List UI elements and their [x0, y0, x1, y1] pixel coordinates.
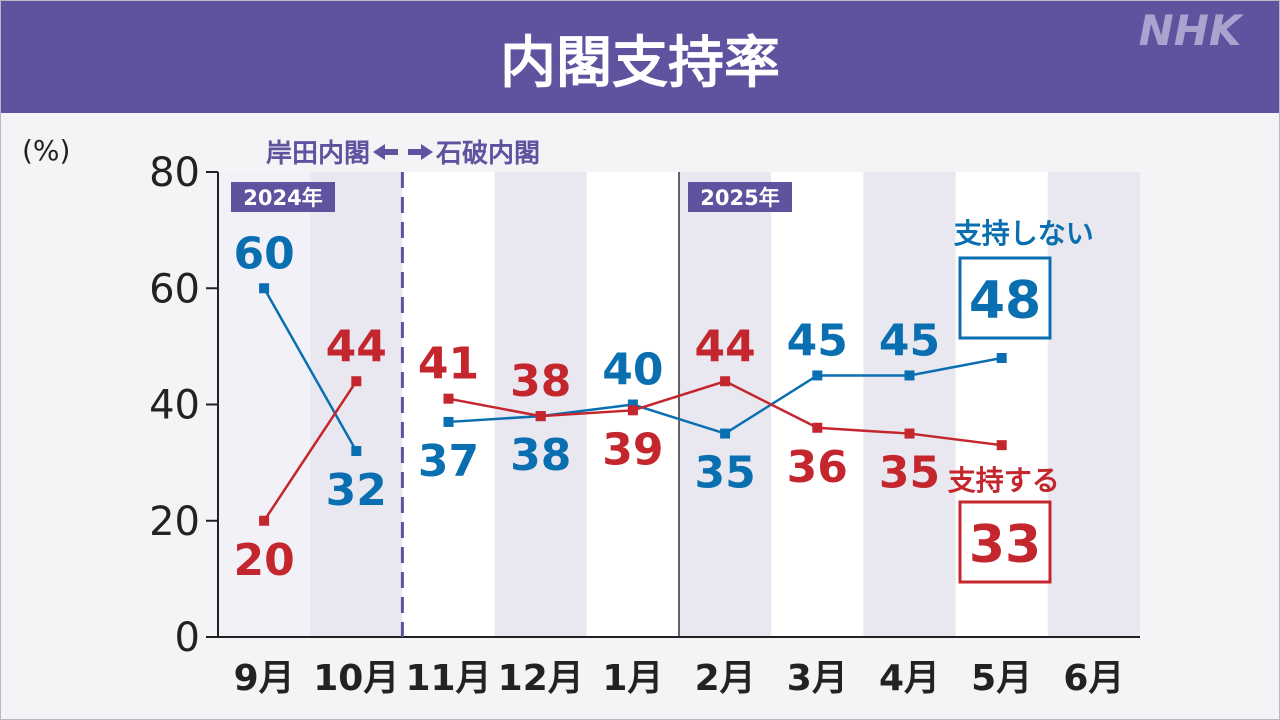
- year-badge-2024-label: 2024年: [243, 186, 322, 210]
- arrow-left-icon: [373, 144, 398, 160]
- nhk-logo: NHK: [1139, 6, 1245, 55]
- y-tick-label: 60: [149, 266, 200, 312]
- legend-support: 支持する: [948, 464, 1060, 497]
- year-badge-2025-label: 2025年: [700, 186, 779, 210]
- x-tick-label: 2月: [695, 658, 756, 699]
- y-tick-label: 80: [149, 150, 200, 196]
- data-point-nonsupport: [720, 428, 731, 439]
- year-badge-2024: [231, 182, 335, 212]
- data-point-support: [812, 422, 823, 433]
- data-point-nonsupport: [351, 446, 362, 456]
- latest-support-value: 33: [969, 515, 1041, 575]
- month-band: [310, 172, 403, 637]
- data-point-support: [259, 515, 270, 526]
- month-band: [494, 172, 587, 637]
- data-label-support: 44: [326, 321, 387, 372]
- data-label-nonsupport: 45: [879, 315, 940, 366]
- data-point-support: [720, 376, 731, 387]
- x-tick-label: 5月: [971, 658, 1032, 699]
- x-tick-label: 6月: [1063, 658, 1124, 699]
- data-label-support: 35: [879, 448, 940, 499]
- data-point-support: [627, 405, 638, 416]
- data-label-support: 20: [233, 535, 294, 586]
- data-label-nonsupport: 38: [510, 430, 571, 481]
- cabinet-label-kishida: 岸田内閣: [266, 139, 370, 169]
- data-point-support: [351, 376, 362, 387]
- data-point-nonsupport: [996, 353, 1007, 363]
- data-point-support: [535, 411, 546, 422]
- x-tick-label: 3月: [787, 658, 848, 699]
- data-label-nonsupport: 35: [694, 448, 755, 499]
- month-band: [1047, 172, 1140, 637]
- data-point-nonsupport: [443, 416, 454, 427]
- cabinet-label-ishiba: 石破内閣: [435, 139, 540, 169]
- data-label-support: 36: [787, 442, 848, 493]
- data-label-nonsupport: 40: [602, 345, 663, 396]
- data-label-support: 39: [602, 424, 663, 475]
- month-band: [863, 172, 956, 637]
- data-point-nonsupport: [627, 399, 638, 410]
- y-axis-label: (%): [22, 134, 70, 167]
- plot-area: 0 20 40 60 80 (%) 9月 10月 11月 12月 1月 2月 3月 4月 5月 6月 岸田内閣 石…: [22, 134, 1140, 699]
- month-band: [679, 172, 772, 637]
- x-tick-label: 12月: [498, 658, 584, 699]
- data-point-nonsupport: [812, 370, 823, 381]
- data-point-support: [996, 440, 1007, 451]
- x-tick-label: 10月: [313, 658, 399, 699]
- data-point-support: [904, 428, 915, 439]
- data-label-nonsupport: 37: [418, 436, 479, 487]
- latest-nonsupport-box: [958, 256, 1052, 340]
- y-tick-label: 20: [149, 499, 200, 545]
- y-tick-label: 40: [149, 383, 200, 429]
- data-point-nonsupport: [259, 283, 270, 294]
- header-bar: [1, 1, 1279, 113]
- x-tick-label: 11月: [405, 658, 491, 699]
- x-tick-label: 9月: [234, 658, 295, 699]
- x-tick-label: 4月: [879, 658, 940, 699]
- data-label-support: 44: [694, 321, 755, 372]
- month-band: [218, 172, 311, 637]
- legend-nonsupport: 支持しない: [954, 217, 1094, 250]
- data-label-nonsupport: 32: [326, 465, 387, 516]
- y-tick-label: 0: [175, 615, 200, 661]
- data-point-nonsupport: [904, 370, 915, 381]
- chart-title: 内閣支持率: [500, 31, 780, 96]
- data-label-support: 38: [510, 356, 571, 407]
- latest-support-box: [958, 500, 1052, 584]
- year-badge-2025: [688, 182, 792, 212]
- data-point-support: [443, 393, 454, 404]
- data-label-nonsupport: 45: [787, 315, 848, 366]
- x-tick-label: 1月: [602, 658, 663, 699]
- data-label-support: 41: [418, 339, 479, 390]
- latest-nonsupport-value: 48: [969, 271, 1041, 331]
- data-label-nonsupport: 60: [233, 228, 294, 279]
- arrow-right-icon: [408, 144, 433, 160]
